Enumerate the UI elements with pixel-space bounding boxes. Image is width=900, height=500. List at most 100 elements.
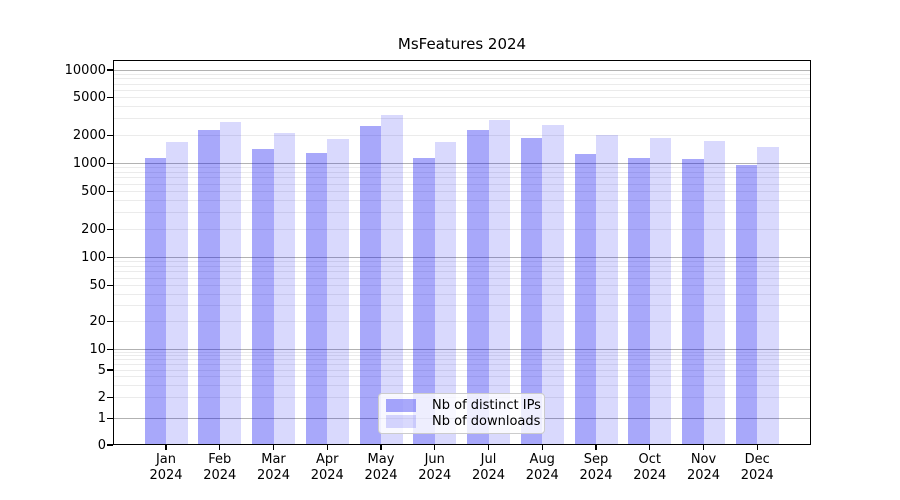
minor-gridline [114, 293, 810, 295]
y-tick-mark [107, 69, 113, 71]
minor-gridline [114, 106, 810, 108]
y-tick-mark [107, 97, 113, 99]
bar-downloads [327, 138, 349, 445]
y-axis-tick-label: 500 [81, 184, 106, 200]
y-axis-tick-label: 1 [97, 410, 106, 426]
x-tick-mark [434, 445, 436, 450]
y-tick-mark [107, 162, 113, 164]
bar-distinct-ips [735, 164, 758, 445]
x-tick-mark [326, 445, 328, 450]
bar-downloads [488, 119, 510, 445]
x-axis-tick-label: Mar 2024 [256, 452, 291, 483]
minor-gridline [114, 191, 810, 193]
y-axis-tick-label: 1000 [72, 155, 106, 171]
bar-downloads [542, 124, 564, 445]
x-tick-mark [702, 445, 705, 450]
bar-distinct-ips [682, 159, 704, 445]
minor-gridline [114, 355, 810, 357]
x-axis-tick-label: Apr 2024 [310, 452, 344, 483]
major-gridline [114, 162, 810, 164]
bar-distinct-ips [574, 153, 596, 445]
y-tick-mark [107, 444, 113, 446]
bar-downloads [596, 135, 618, 445]
x-tick-mark [219, 445, 221, 450]
minor-gridline [114, 89, 810, 91]
y-tick-mark [107, 256, 113, 258]
bar-distinct-ips [144, 157, 166, 445]
minor-gridline [114, 118, 810, 120]
minor-gridline [114, 305, 810, 307]
y-axis-tick-label: 5000 [72, 90, 106, 106]
minor-gridline [114, 97, 810, 99]
legend-swatch-distinct-ips [386, 399, 416, 412]
bar-distinct-ips [467, 130, 489, 445]
x-tick-mark [756, 445, 758, 450]
minor-gridline [114, 277, 810, 279]
bar-distinct-ips [305, 153, 328, 445]
x-tick-mark [272, 445, 275, 450]
bar-downloads [381, 115, 403, 445]
bar-downloads [273, 132, 295, 445]
x-tick-mark [487, 445, 490, 450]
bar-downloads [649, 138, 672, 445]
minor-gridline [114, 351, 810, 353]
x-tick-mark [595, 445, 597, 450]
y-axis-tick-label: 2 [97, 390, 106, 406]
minor-gridline [114, 134, 810, 136]
minor-gridline [114, 73, 810, 75]
x-axis-tick-label: Jun 2024 [418, 452, 452, 483]
x-axis-tick-label: Sep 2024 [579, 452, 613, 483]
x-tick-mark [541, 445, 543, 450]
major-gridline [114, 256, 810, 258]
minor-gridline [114, 167, 810, 169]
legend-item-downloads: Nb of downloads [386, 414, 540, 429]
x-axis-tick-label: Dec 2024 [740, 452, 774, 483]
minor-gridline [114, 78, 810, 80]
y-axis-tick-label: 50 [89, 278, 106, 293]
minor-gridline [114, 369, 810, 371]
minor-gridline [114, 83, 810, 85]
y-axis-tick-label: 20 [89, 314, 106, 329]
y-tick-mark [107, 320, 113, 323]
bar-downloads [757, 147, 779, 445]
bar-downloads [703, 140, 725, 445]
x-axis-tick-label: Nov 2024 [686, 452, 721, 483]
bar-downloads [434, 141, 457, 445]
y-axis-tick-label: 100 [81, 249, 106, 265]
minor-gridline [114, 321, 810, 322]
bar-distinct-ips [252, 148, 274, 445]
legend-item-distinct-ips: Nb of distinct IPs [386, 398, 541, 413]
bar-downloads [219, 122, 242, 445]
chart-title: MsFeatures 2024 [397, 35, 527, 53]
minor-gridline [114, 228, 810, 230]
bar-distinct-ips [198, 130, 220, 445]
minor-gridline [114, 285, 810, 286]
y-axis-tick-label: 200 [81, 221, 106, 237]
y-axis-tick-label: 2000 [72, 127, 106, 143]
bar-distinct-ips [628, 157, 650, 445]
minor-gridline [114, 200, 810, 202]
bar-distinct-ips [520, 137, 543, 445]
y-tick-mark [107, 348, 113, 350]
minor-gridline [114, 212, 810, 214]
y-tick-mark [107, 417, 113, 419]
minor-gridline [114, 384, 810, 386]
y-tick-mark [107, 191, 113, 193]
major-gridline [114, 348, 810, 350]
minor-gridline [114, 376, 810, 378]
y-axis-tick-label: 5 [97, 362, 106, 378]
minor-gridline [114, 177, 810, 179]
y-tick-mark [107, 228, 113, 230]
minor-gridline [114, 271, 810, 273]
bar-distinct-ips [359, 125, 381, 445]
x-axis-tick-label: Oct 2024 [633, 452, 667, 483]
y-tick-mark [107, 284, 113, 287]
legend-label-downloads: Nb of downloads [432, 413, 541, 429]
minor-gridline [114, 359, 810, 361]
minor-gridline [114, 183, 810, 185]
x-tick-mark [165, 445, 167, 450]
y-axis-tick-label: 10000 [64, 62, 106, 78]
